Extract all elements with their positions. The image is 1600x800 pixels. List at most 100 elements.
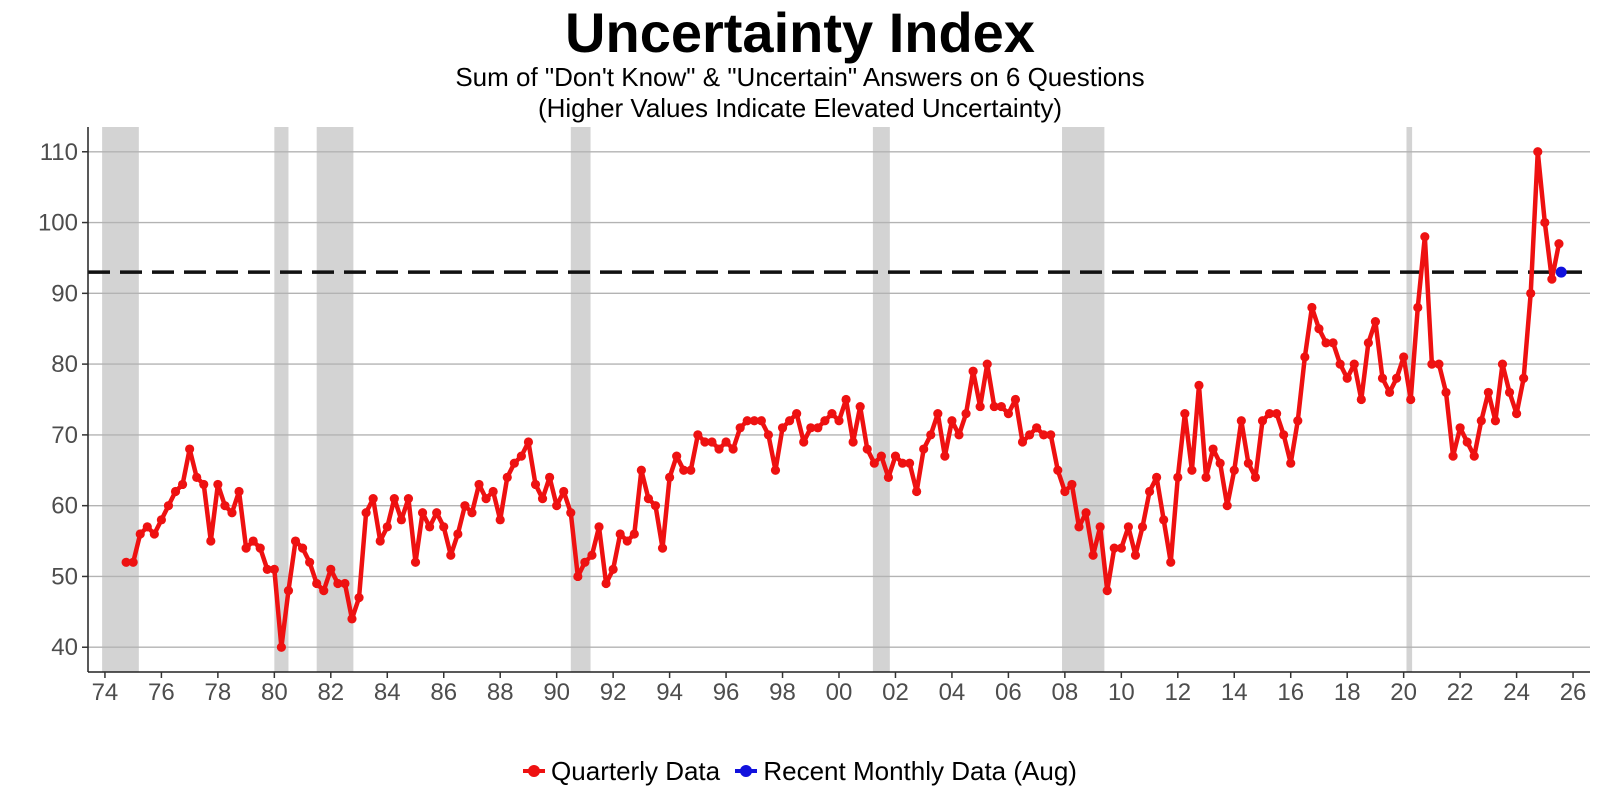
data-point-quarterly-101 [834, 416, 844, 426]
y-tick-label-90: 90 [51, 280, 78, 307]
data-point-quarterly-64 [573, 571, 583, 582]
data-point-quarterly-69 [608, 564, 618, 574]
data-point-quarterly-180 [1392, 373, 1402, 383]
data-point-quarterly-140 [1109, 543, 1119, 553]
x-axis-ticks: 74 76 78 80 82 84 86 88 90 92 94 96 98 00 02 04 06 08 10 12… [92, 672, 1586, 706]
data-point-quarterly-163 [1272, 409, 1282, 419]
data-point-quarterly-84 [714, 444, 724, 454]
x-tick-label-1982: 82 [317, 679, 344, 706]
legend-key-quarterly-icon [523, 761, 546, 781]
data-point-quarterly-77 [665, 472, 675, 482]
data-point-quarterly-110 [897, 458, 908, 468]
data-point-quarterly-181 [1399, 352, 1409, 362]
legend-item-monthly: Recent Monthly Data (Aug) [735, 755, 1077, 787]
data-point-quarterly-114 [926, 430, 936, 440]
data-point-quarterly-158 [1236, 416, 1246, 426]
data-point-quarterly-16 [234, 486, 244, 497]
x-tick-label-1998: 98 [769, 679, 796, 706]
data-point-quarterly-19 [255, 543, 265, 553]
data-point-quarterly-183 [1413, 302, 1423, 313]
data-point-quarterly-179 [1384, 387, 1395, 398]
recession-band-4 [570, 127, 591, 672]
data-point-quarterly-5 [156, 515, 167, 525]
data-point-quarterly-34 [361, 508, 371, 518]
data-point-quarterly-144 [1137, 522, 1148, 532]
data-point-quarterly-73 [636, 465, 646, 475]
data-point-quarterly-178 [1377, 373, 1388, 383]
data-point-quarterly-141 [1116, 543, 1126, 553]
data-point-quarterly-62 [559, 486, 569, 497]
data-point-quarterly-102 [841, 394, 851, 405]
data-point-quarterly-30 [333, 578, 343, 589]
data-point-quarterly-148 [1166, 557, 1176, 567]
data-point-quarterly-196 [1504, 387, 1515, 398]
data-point-quarterly-119 [961, 409, 971, 419]
data-point-quarterly-118 [954, 430, 964, 440]
data-point-quarterly-85 [721, 437, 731, 447]
x-tick-label-1980: 80 [261, 679, 288, 706]
data-point-quarterly-32 [347, 614, 357, 624]
data-point-quarterly-184 [1420, 232, 1430, 242]
data-point-quarterly-153 [1201, 472, 1211, 482]
data-point-quarterly-4 [149, 529, 159, 539]
data-point-quarterly-171 [1328, 338, 1338, 348]
data-point-quarterly-52 [488, 486, 498, 497]
data-point-quarterly-151 [1187, 465, 1197, 475]
data-point-quarterly-91 [763, 430, 774, 440]
data-point-quarterly-49 [467, 508, 477, 518]
data-point-quarterly-10 [192, 472, 202, 482]
data-point-quarterly-124 [996, 401, 1006, 412]
data-point-quarterly-142 [1123, 522, 1133, 532]
data-point-quarterly-129 [1032, 423, 1042, 433]
x-tick-label-2006: 06 [995, 679, 1022, 706]
y-tick-label-40: 40 [51, 634, 78, 661]
x-tick-label-2016: 16 [1277, 679, 1304, 706]
data-point-quarterly-3 [142, 522, 152, 532]
data-point-quarterly-71 [622, 536, 632, 546]
data-point-quarterly-191 [1469, 451, 1479, 461]
data-point-quarterly-72 [629, 529, 639, 539]
recession-bands [102, 127, 1413, 672]
data-point-quarterly-63 [566, 508, 576, 518]
data-point-quarterly-104 [855, 401, 865, 412]
data-point-quarterly-98 [813, 423, 823, 433]
data-point-quarterly-97 [806, 423, 816, 433]
data-point-quarterly-57 [523, 437, 534, 447]
data-point-quarterly-25 [297, 543, 308, 553]
data-point-quarterly-162 [1264, 409, 1275, 419]
data-point-quarterly-189 [1455, 423, 1465, 433]
data-point-quarterly-96 [799, 437, 809, 447]
data-point-quarterly-109 [890, 451, 901, 461]
x-tick-label-2020: 20 [1390, 679, 1417, 706]
x-tick-label-2010: 10 [1108, 679, 1135, 706]
data-point-quarterly-113 [919, 444, 929, 454]
data-point-quarterly-108 [883, 472, 894, 482]
x-tick-label-1974: 74 [92, 679, 119, 706]
data-point-quarterly-143 [1130, 550, 1141, 560]
x-tick-label-1996: 96 [713, 679, 740, 706]
data-point-quarterly-18 [248, 536, 258, 546]
data-point-quarterly-8 [177, 479, 188, 490]
data-point-quarterly-0 [121, 557, 131, 567]
data-point-quarterly-68 [601, 578, 611, 589]
data-point-quarterly-123 [989, 401, 999, 412]
data-point-quarterly-100 [827, 409, 837, 419]
data-point-quarterly-117 [947, 416, 957, 426]
data-point-quarterly-202 [1547, 274, 1557, 284]
x-tick-label-1992: 92 [600, 679, 627, 706]
x-tick-label-1990: 90 [543, 679, 570, 706]
x-tick-label-2002: 02 [882, 679, 909, 706]
data-point-quarterly-36 [375, 536, 385, 546]
data-point-quarterly-28 [319, 586, 329, 596]
data-point-quarterly-20 [262, 564, 272, 574]
data-point-quarterly-120 [968, 366, 978, 376]
data-point-quarterly-200 [1533, 147, 1543, 157]
data-point-quarterly-24 [290, 536, 301, 546]
data-point-quarterly-99 [820, 416, 830, 426]
data-point-quarterly-90 [756, 416, 766, 426]
data-point-quarterly-42 [417, 508, 428, 518]
data-point-quarterly-182 [1406, 394, 1416, 405]
x-tick-label-1976: 76 [148, 679, 175, 706]
data-point-quarterly-65 [580, 557, 590, 567]
data-point-quarterly-56 [516, 451, 526, 461]
